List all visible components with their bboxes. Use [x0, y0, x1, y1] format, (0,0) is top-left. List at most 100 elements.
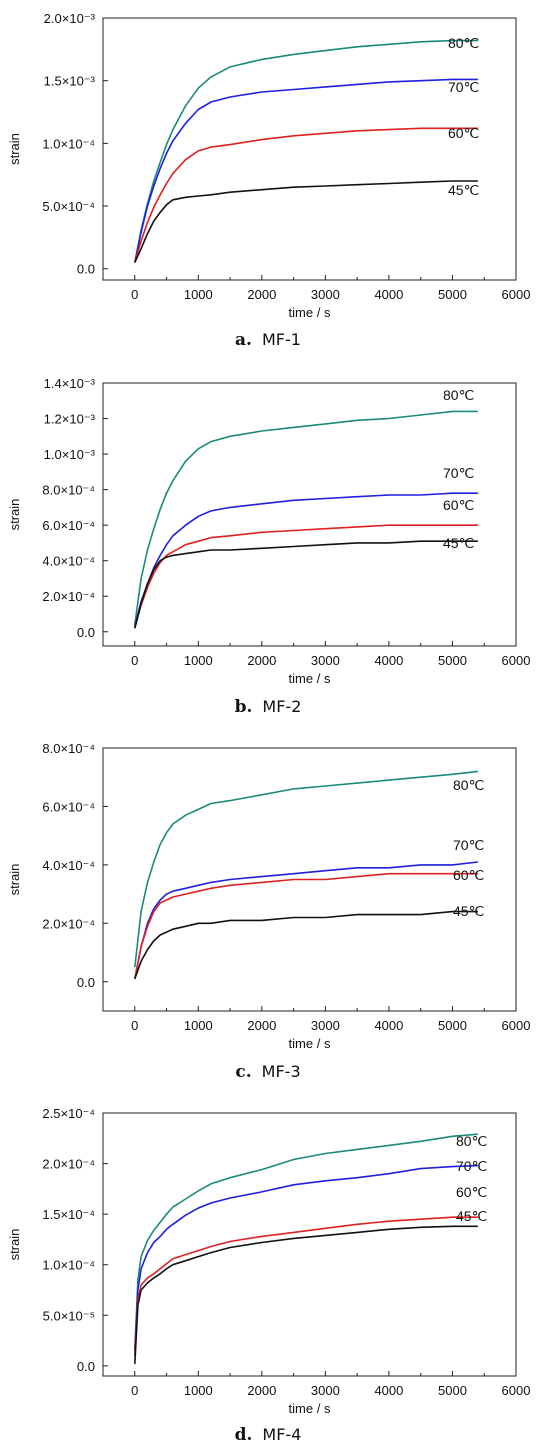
- series-label: 70℃: [456, 1158, 487, 1174]
- x-tick-label: 6000: [502, 653, 531, 668]
- series-label: 45℃: [456, 1208, 487, 1224]
- x-tick-label: 3000: [311, 1018, 340, 1033]
- series-label: 45℃: [443, 535, 474, 551]
- y-axis-title: strain: [7, 864, 22, 896]
- series-label: 70℃: [448, 79, 479, 95]
- y-tick-label: 0.0: [77, 262, 95, 277]
- x-tick-label: 4000: [374, 287, 403, 302]
- series-line-3: [134, 1216, 478, 1356]
- x-tick-label: 5000: [438, 1383, 467, 1398]
- chart-4: 0 1000 2000 3000 4000 5000 6000 0.0 5.0×10⁻⁵ 1.0×…: [7, 1106, 530, 1445]
- plot-frame: [102, 382, 517, 647]
- x-axis-title: time / s: [289, 1036, 331, 1051]
- y-tick-label: 1.0×10⁻³: [44, 447, 96, 462]
- figure-caption: b. MF-2: [235, 697, 302, 717]
- chart-3: 0 1000 2000 3000 4000 5000 6000 0.0 2.0×10⁻⁴ 4.0×…: [7, 741, 530, 1082]
- y-tick-label: 6.0×10⁻⁴: [42, 799, 95, 814]
- x-tick-label: 6000: [502, 1383, 531, 1398]
- y-tick-label: 2.0×10⁻³: [44, 11, 96, 26]
- x-axis-title: time / s: [289, 671, 331, 686]
- x-tick-label: 5000: [438, 653, 467, 668]
- y-tick-label: 1.5×10⁻³: [44, 74, 96, 89]
- x-tick-label: 0: [131, 1383, 138, 1398]
- y-tick-label: 6.0×10⁻⁴: [42, 518, 95, 533]
- y-axis-title: strain: [7, 133, 22, 165]
- x-tick-label: 2000: [247, 653, 276, 668]
- x-axis-title: time / s: [289, 1401, 331, 1416]
- chart-1: 0 1000 2000 3000 4000 5000 6000 0.0 5.0×10⁻⁴ 1.0×…: [7, 11, 530, 350]
- y-tick-label: 5.0×10⁻⁴: [42, 199, 95, 214]
- series-label: 70℃: [443, 465, 474, 481]
- y-tick-label: 2.5×10⁻⁴: [42, 1106, 95, 1121]
- caption-name: MF-1: [262, 330, 301, 349]
- y-tick-label: 4.0×10⁻⁴: [42, 554, 95, 569]
- series-line-2: [134, 492, 478, 627]
- series-line-1: [134, 39, 478, 263]
- series-line-2: [134, 1164, 478, 1351]
- caption-name: MF-3: [262, 1062, 301, 1081]
- series-label: 80℃: [448, 35, 479, 51]
- caption-letter: b.: [235, 697, 253, 717]
- series-label: 70℃: [453, 837, 484, 853]
- caption-letter: a.: [235, 330, 252, 350]
- x-tick-label: 3000: [311, 287, 340, 302]
- x-tick-label: 6000: [502, 1018, 531, 1033]
- y-tick-label: 4.0×10⁻⁴: [42, 858, 95, 873]
- x-tick-label: 4000: [374, 1018, 403, 1033]
- figure-caption: d. MF-4: [235, 1425, 302, 1445]
- caption-name: MF-2: [262, 697, 301, 716]
- y-tick-label: 1.0×10⁻⁴: [42, 136, 95, 151]
- x-axis-title: time / s: [289, 305, 331, 320]
- x-tick-label: 1000: [184, 1018, 213, 1033]
- caption-name: MF-4: [262, 1425, 301, 1444]
- series-label: 60℃: [448, 125, 479, 141]
- x-tick-label: 0: [131, 287, 138, 302]
- y-axis-title: strain: [7, 1229, 22, 1261]
- x-tick-label: 4000: [374, 653, 403, 668]
- series-label: 80℃: [453, 777, 484, 793]
- y-tick-label: 8.0×10⁻⁴: [42, 483, 95, 498]
- series-line-1: [134, 1133, 478, 1351]
- series-label: 60℃: [443, 497, 474, 513]
- x-tick-label: 2000: [247, 1383, 276, 1398]
- y-tick-label: 0.0: [77, 1359, 95, 1374]
- y-axis-title: strain: [7, 499, 22, 531]
- y-tick-label: 0.0: [77, 975, 95, 990]
- plot-frame: [102, 1112, 517, 1377]
- x-tick-label: 2000: [247, 1018, 276, 1033]
- x-tick-label: 0: [131, 653, 138, 668]
- series-line-4: [134, 910, 478, 980]
- caption-letter: d.: [235, 1425, 253, 1445]
- x-tick-label: 1000: [184, 287, 213, 302]
- x-tick-label: 2000: [247, 287, 276, 302]
- series-label: 60℃: [456, 1184, 487, 1200]
- series-line-4: [134, 540, 478, 629]
- figure-caption: c. MF-3: [235, 1062, 300, 1082]
- series-label: 80℃: [456, 1133, 487, 1149]
- x-tick-label: 1000: [184, 653, 213, 668]
- y-tick-label: 2.0×10⁻⁴: [42, 589, 95, 604]
- y-tick-label: 1.4×10⁻³: [44, 376, 96, 391]
- chart-2: 0 1000 2000 3000 4000 5000 6000 0.0 2.0×10⁻⁴ 4.0×…: [7, 376, 530, 717]
- y-tick-label: 2.0×10⁻⁴: [42, 916, 95, 931]
- series-line-2: [134, 78, 478, 263]
- caption-letter: c.: [235, 1062, 251, 1082]
- series-line-3: [134, 524, 478, 629]
- plot-frame: [102, 747, 517, 1012]
- x-tick-label: 1000: [184, 1383, 213, 1398]
- x-tick-label: 6000: [502, 287, 531, 302]
- series-label: 45℃: [453, 903, 484, 919]
- x-tick-label: 5000: [438, 1018, 467, 1033]
- y-tick-label: 1.0×10⁻⁴: [42, 1258, 95, 1273]
- plot-frame: [102, 17, 517, 281]
- figure-caption: a. MF-1: [235, 330, 301, 350]
- series-label: 60℃: [453, 867, 484, 883]
- y-tick-label: 5.0×10⁻⁵: [43, 1308, 95, 1323]
- x-tick-label: 5000: [438, 287, 467, 302]
- series-line-3: [134, 127, 478, 263]
- series-line-3: [134, 872, 478, 980]
- series-label: 45℃: [448, 182, 479, 198]
- x-tick-label: 0: [131, 1018, 138, 1033]
- y-tick-label: 0.0: [77, 625, 95, 640]
